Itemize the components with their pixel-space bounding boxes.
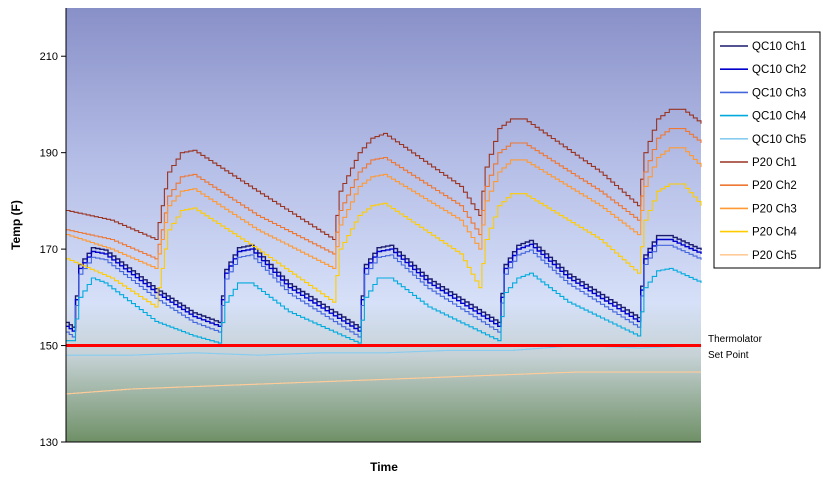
legend-label: P20 Ch3 — [752, 203, 797, 215]
legend-items: QC10 Ch1 QC10 Ch2 QC10 Ch3 QC10 Ch4 QC10 Ch5… — [720, 41, 807, 262]
series-line-qc10-ch4 — [66, 267, 702, 344]
y-tick-label: 210 — [40, 51, 58, 63]
y-tick-label: 150 — [40, 341, 58, 353]
y-axis-label: Temp (F) — [9, 200, 23, 250]
reference-line-label-2: Set Point — [708, 350, 749, 361]
legend-label: QC10 Ch2 — [752, 64, 806, 76]
reference-line-label-1: Thermolator — [708, 334, 763, 345]
x-axis-label: Time — [370, 460, 398, 474]
series-line-p20-ch1 — [66, 108, 702, 241]
series-line-p20-ch5 — [66, 371, 701, 395]
y-tick-label: 190 — [40, 148, 58, 160]
legend: QC10 Ch1 QC10 Ch2 QC10 Ch3 QC10 Ch4 QC10 Ch5… — [713, 31, 821, 269]
legend-box — [713, 31, 821, 269]
legend-label: QC10 Ch5 — [752, 134, 806, 146]
plot-area — [66, 8, 701, 442]
legend-label: QC10 Ch3 — [752, 87, 806, 99]
y-tick-label: 170 — [40, 244, 58, 256]
series-line-qc10-ch2 — [66, 238, 702, 332]
series-line-p20-ch3 — [66, 147, 702, 269]
legend-label: P20 Ch4 — [752, 227, 797, 239]
y-tick-label: 130 — [40, 437, 58, 449]
series-line-qc10-ch1 — [66, 234, 702, 328]
legend-label: QC10 Ch1 — [752, 41, 806, 53]
legend-label: P20 Ch5 — [752, 250, 797, 262]
legend-label: QC10 Ch4 — [752, 111, 807, 123]
series-line-p20-ch2 — [66, 128, 702, 260]
y-tick-layer: 130 150 170 190 210 — [40, 51, 66, 449]
series-line-qc10-ch3 — [66, 244, 702, 338]
legend-label: P20 Ch1 — [752, 157, 797, 169]
legend-label: P20 Ch2 — [752, 180, 797, 192]
series-line-p20-ch4 — [66, 183, 702, 308]
series-layer — [66, 108, 702, 395]
